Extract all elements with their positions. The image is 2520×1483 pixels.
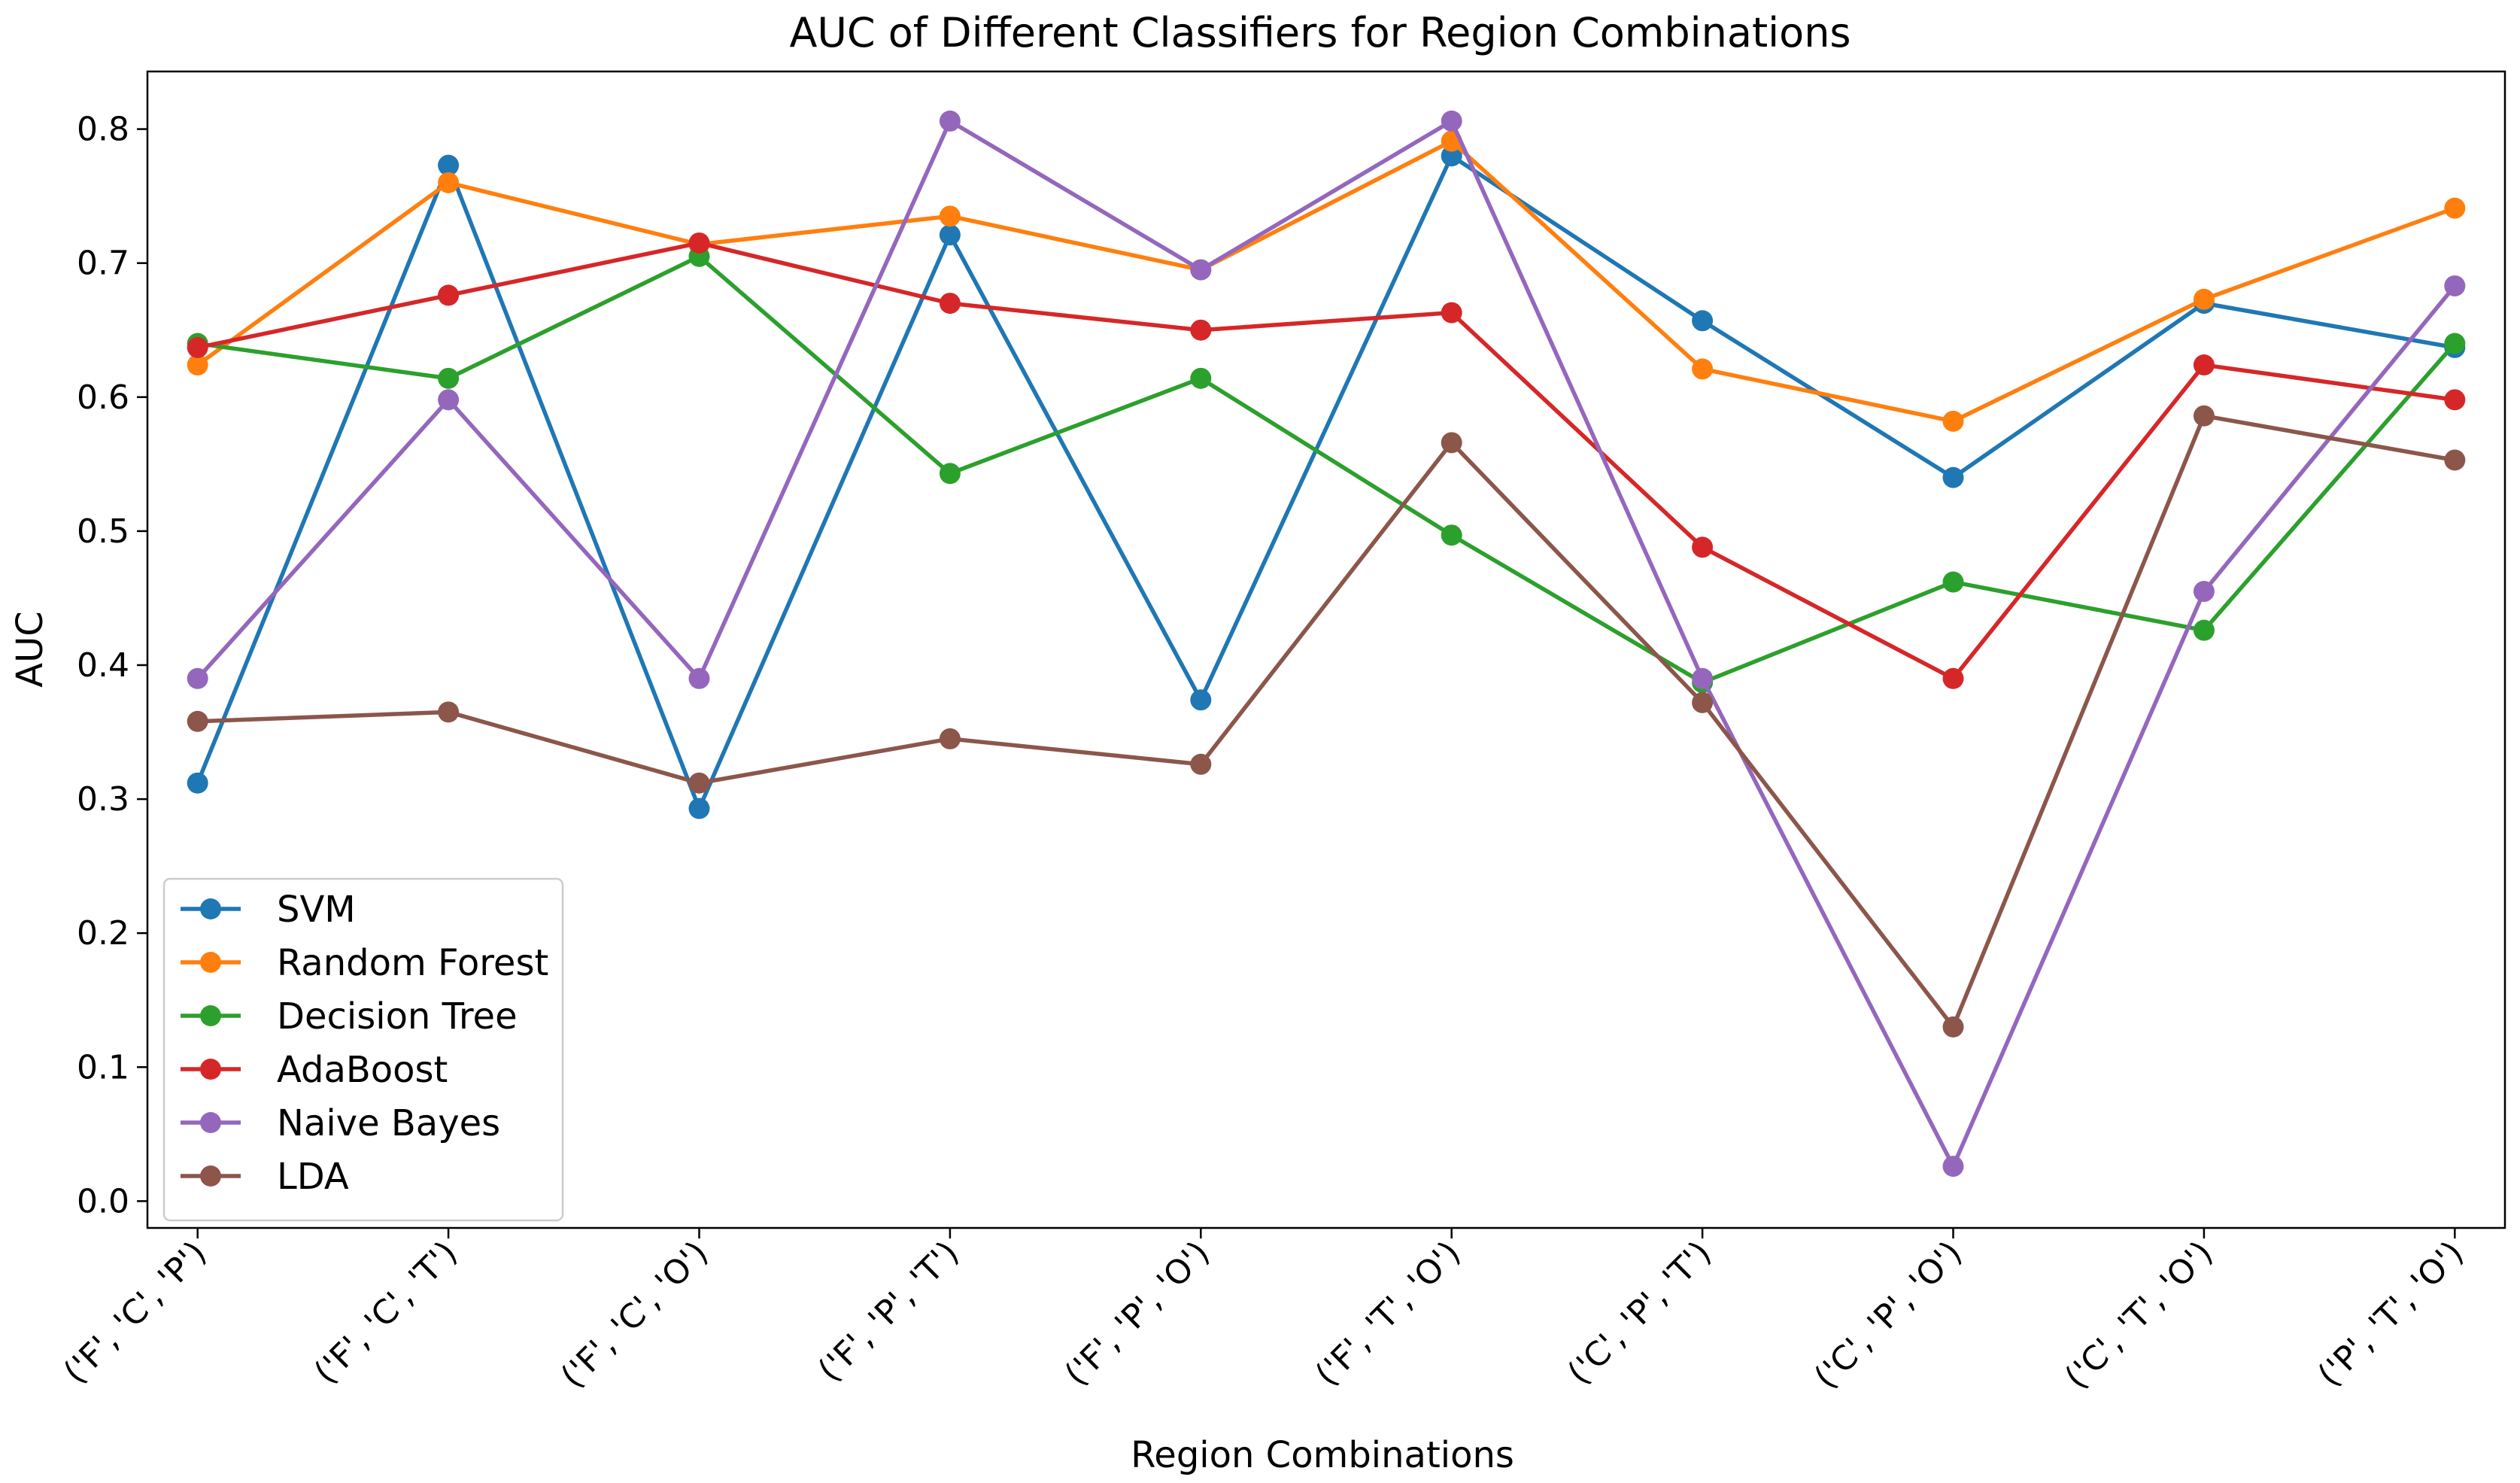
data-point-naive-bayes bbox=[438, 389, 460, 411]
data-point-random-forest bbox=[2193, 288, 2215, 310]
data-point-adaboost bbox=[1942, 667, 1964, 689]
data-point-lda bbox=[939, 728, 961, 749]
legend-label-svm: SVM bbox=[277, 889, 356, 931]
data-point-lda bbox=[187, 710, 208, 732]
y-tick-label: 0.4 bbox=[77, 646, 129, 685]
series-line-adaboost bbox=[195, 241, 2458, 681]
data-point-naive-bayes bbox=[688, 667, 710, 689]
series-line-decision-tree bbox=[195, 254, 2458, 685]
y-axis-label: AUC bbox=[9, 611, 51, 687]
data-point-random-forest bbox=[1942, 410, 1964, 432]
legend-marker-adaboost bbox=[200, 1059, 221, 1080]
data-point-svm bbox=[1441, 145, 1462, 167]
y-tick-label: 0.5 bbox=[77, 512, 129, 551]
data-point-adaboost bbox=[438, 284, 460, 306]
legend: SVM Random Forest Decision Tree AdaBoost Nai… bbox=[162, 877, 564, 1222]
data-point-svm bbox=[1942, 466, 1964, 488]
data-point-svm bbox=[1190, 689, 1212, 711]
series-line-naive-bayes bbox=[195, 119, 2458, 1168]
y-tick-label: 0.2 bbox=[77, 914, 129, 953]
legend-label-decision-tree: Decision Tree bbox=[277, 995, 518, 1038]
y-tick-label: 0.7 bbox=[77, 245, 129, 283]
data-point-decision-tree bbox=[1942, 571, 1964, 593]
y-tick-label: 0.8 bbox=[77, 111, 129, 149]
data-point-lda bbox=[2193, 405, 2215, 427]
data-point-lda bbox=[688, 772, 710, 794]
x-axis-label: Region Combinations bbox=[1131, 1434, 1514, 1476]
data-point-naive-bayes bbox=[2444, 275, 2466, 296]
data-point-svm bbox=[187, 772, 208, 794]
series-line-lda bbox=[195, 413, 2458, 1029]
data-point-svm bbox=[939, 224, 961, 246]
data-point-naive-bayes bbox=[939, 110, 961, 132]
data-point-svm bbox=[438, 154, 460, 176]
plot-frame bbox=[146, 70, 2506, 1229]
data-point-decision-tree bbox=[1441, 524, 1462, 546]
series-line-svm bbox=[195, 153, 2458, 811]
series-lda bbox=[187, 405, 2466, 1038]
data-point-lda bbox=[1942, 1016, 1964, 1038]
data-point-lda bbox=[1692, 691, 1714, 713]
data-point-random-forest bbox=[939, 205, 961, 227]
data-point-adaboost bbox=[1190, 319, 1212, 341]
data-point-adaboost bbox=[939, 293, 961, 315]
data-point-adaboost bbox=[2193, 354, 2215, 376]
data-point-naive-bayes bbox=[1190, 259, 1212, 281]
data-point-adaboost bbox=[2444, 389, 2466, 411]
data-point-naive-bayes bbox=[1441, 110, 1462, 132]
data-point-lda bbox=[2444, 449, 2466, 471]
data-point-decision-tree bbox=[2193, 619, 2215, 641]
legend-marker-decision-tree bbox=[200, 1005, 221, 1026]
data-point-adaboost bbox=[1692, 536, 1714, 558]
data-point-svm bbox=[688, 798, 710, 819]
legend-label-random-forest: Random Forest bbox=[277, 942, 548, 984]
data-point-decision-tree bbox=[438, 367, 460, 389]
series-naive-bayes bbox=[187, 110, 2466, 1178]
data-point-decision-tree bbox=[2444, 333, 2466, 354]
data-point-random-forest bbox=[438, 172, 460, 193]
data-point-lda bbox=[1190, 753, 1212, 775]
y-axis: 0.0 0.1 0.2 0.3 0.4 0.5 0.6 0.7 0.8 bbox=[77, 111, 147, 1220]
data-point-adaboost bbox=[1441, 302, 1462, 324]
data-point-naive-bayes bbox=[2193, 581, 2215, 603]
legend-box bbox=[162, 877, 564, 1222]
data-point-svm bbox=[1692, 310, 1714, 332]
plot-series bbox=[187, 110, 2466, 1178]
series-line-random-forest bbox=[195, 138, 2458, 424]
data-point-adaboost bbox=[187, 336, 208, 358]
data-point-decision-tree bbox=[1190, 367, 1212, 389]
legend-marker-lda bbox=[200, 1165, 221, 1187]
data-point-random-forest bbox=[2444, 197, 2466, 219]
legend-marker-random-forest bbox=[200, 952, 221, 973]
data-point-decision-tree bbox=[939, 463, 961, 485]
data-point-lda bbox=[438, 701, 460, 723]
data-point-naive-bayes bbox=[1942, 1156, 1964, 1178]
y-tick-label: 0.1 bbox=[77, 1048, 129, 1086]
series-svm bbox=[187, 145, 2466, 819]
legend-label-adaboost: AdaBoost bbox=[277, 1049, 448, 1091]
data-point-random-forest bbox=[187, 354, 208, 376]
chart-title: AUC of Different Classifiers for Region … bbox=[789, 9, 1851, 56]
y-tick-label: 0.3 bbox=[77, 780, 129, 819]
data-point-naive-bayes bbox=[1692, 667, 1714, 689]
y-tick-label: 0.0 bbox=[77, 1182, 129, 1220]
legend-label-lda: LDA bbox=[277, 1156, 349, 1198]
legend-marker-svm bbox=[200, 898, 221, 919]
legend-label-naive-bayes: Naive Bayes bbox=[277, 1102, 500, 1144]
data-point-naive-bayes bbox=[187, 667, 208, 689]
data-point-adaboost bbox=[688, 232, 710, 254]
data-point-random-forest bbox=[1692, 358, 1714, 380]
y-tick-label: 0.6 bbox=[77, 378, 129, 417]
legend-marker-naive-bayes bbox=[200, 1112, 221, 1133]
data-point-lda bbox=[1441, 432, 1462, 454]
series-adaboost bbox=[187, 232, 2466, 689]
